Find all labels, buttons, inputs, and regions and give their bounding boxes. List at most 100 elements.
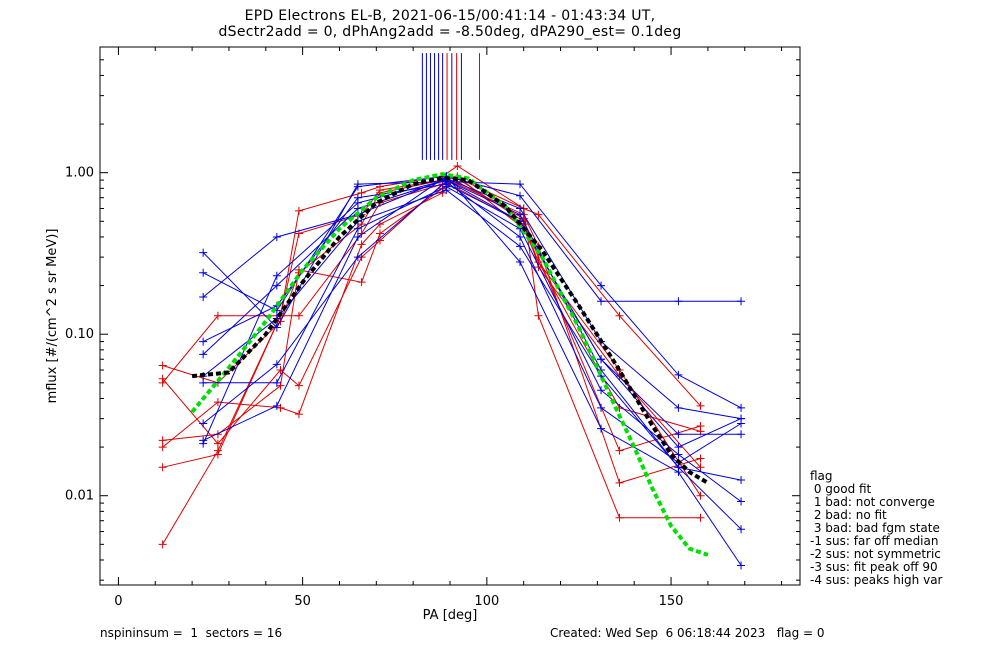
data-point-red	[213, 439, 222, 448]
x-axis-label: PA [deg]	[423, 608, 478, 623]
marker-lines-layer	[421, 53, 480, 160]
flag-legend: flag 0 good fit 1 bad: not converge 2 ba…	[810, 470, 942, 587]
data-point-red	[213, 398, 222, 407]
series-line-blue	[202, 179, 742, 481]
data-point-blue	[737, 525, 746, 534]
x-tick-label: 100	[474, 594, 499, 609]
data-point-red	[158, 374, 167, 383]
data-point-red	[357, 278, 366, 287]
y-tick-label: 1.00	[65, 166, 94, 181]
data-point-blue	[353, 232, 362, 241]
data-point-red	[276, 403, 285, 412]
data-point-blue	[353, 224, 362, 233]
y-tick-label: 0.10	[65, 327, 94, 342]
data-point-blue	[737, 414, 746, 423]
data-point-blue	[516, 210, 524, 219]
data-point-blue	[442, 186, 451, 195]
legend-item: -4 sus: peaks high var	[810, 573, 943, 587]
data-point-red	[696, 454, 705, 463]
y-axis-label: mflux [#/(cm^2 s sr MeV)]	[45, 229, 60, 404]
series-line-red	[162, 181, 701, 468]
chart-title-line-2: dSectr2add = 0, dPhAng2add = -8.50deg, d…	[218, 24, 682, 40]
data-point-red	[158, 443, 167, 452]
series-line-blue	[202, 183, 742, 435]
data-point-red	[696, 513, 705, 522]
data-point-blue	[272, 271, 281, 280]
data-point-red	[158, 361, 167, 370]
data-point-blue	[597, 355, 606, 364]
data-point-blue	[272, 323, 281, 332]
axes-layer: 0 50 100 150 0.01 0.10 1.00 PA [deg] mflux [#/(c…	[45, 46, 801, 623]
data-point-blue	[272, 401, 281, 410]
data-point-blue	[272, 360, 281, 369]
data-point-blue	[516, 191, 524, 200]
legend-item: 2 bad: no fit	[810, 508, 887, 522]
data-point-blue	[199, 439, 208, 448]
series-line-blue	[202, 175, 742, 566]
series-layer	[158, 161, 746, 570]
data-point-blue	[737, 430, 746, 439]
series-line-blue	[202, 181, 742, 409]
data-point-blue	[272, 232, 281, 241]
data-point-red	[696, 401, 705, 410]
series-fit-line-black	[191, 175, 709, 485]
data-point-blue	[199, 378, 208, 387]
y-tick-label: 0.01	[65, 489, 94, 504]
data-point-blue	[597, 424, 606, 433]
data-point-blue	[597, 403, 606, 412]
legend-item: -3 sus: fit peak off 90	[810, 560, 938, 574]
data-point-red	[615, 446, 624, 455]
data-point-blue	[674, 450, 683, 459]
data-point-blue	[674, 370, 683, 379]
data-point-red	[453, 161, 462, 170]
data-point-red	[294, 206, 303, 215]
data-point-red	[158, 540, 167, 549]
data-point-blue	[199, 350, 208, 359]
plot-frame	[99, 46, 801, 586]
data-point-red	[534, 210, 543, 219]
data-point-blue	[674, 443, 683, 452]
series-line-blue	[202, 189, 742, 530]
data-point-red	[294, 311, 303, 320]
data-point-red	[615, 513, 624, 522]
data-point-red	[294, 381, 303, 390]
legend-item: 1 bad: not converge	[810, 495, 935, 509]
data-point-red	[696, 463, 705, 472]
data-point-blue	[516, 232, 524, 241]
data-point-blue	[516, 257, 524, 266]
data-point-red	[615, 311, 624, 320]
legend-item: -1 sus: far off median	[810, 534, 939, 548]
data-point-blue	[199, 248, 208, 257]
data-point-blue	[199, 337, 208, 346]
footer-left-info: nspininsum = 1 sectors = 16	[100, 626, 283, 640]
data-point-blue	[737, 561, 746, 570]
series-line-red	[162, 179, 701, 484]
legend-item: 3 bad: bad fgm state	[810, 521, 940, 535]
data-point-red	[294, 410, 303, 419]
series-line-red	[162, 175, 701, 448]
data-point-blue	[516, 180, 524, 189]
data-point-blue	[272, 378, 281, 387]
data-point-red	[357, 188, 366, 197]
legend-item: -2 sus: not symmetric	[810, 547, 941, 561]
data-point-red	[213, 450, 222, 459]
data-point-blue	[597, 281, 606, 290]
x-tick-label: 50	[294, 594, 311, 609]
series-line-blue	[202, 177, 742, 420]
data-point-blue	[737, 497, 746, 506]
data-point-blue	[674, 430, 683, 439]
data-point-red	[213, 311, 222, 320]
series-line-blue	[202, 180, 742, 464]
x-tick-label: 0	[114, 594, 122, 609]
data-point-blue	[353, 182, 362, 191]
series-line-blue	[203, 186, 742, 502]
data-point-blue	[737, 297, 746, 306]
series-fit-line-green	[190, 172, 709, 557]
data-point-blue	[199, 419, 208, 428]
data-point-blue	[674, 468, 683, 477]
legend-heading: flag	[810, 469, 833, 483]
data-point-blue	[199, 292, 208, 301]
data-point-blue	[737, 476, 746, 485]
data-point-blue	[199, 268, 208, 277]
